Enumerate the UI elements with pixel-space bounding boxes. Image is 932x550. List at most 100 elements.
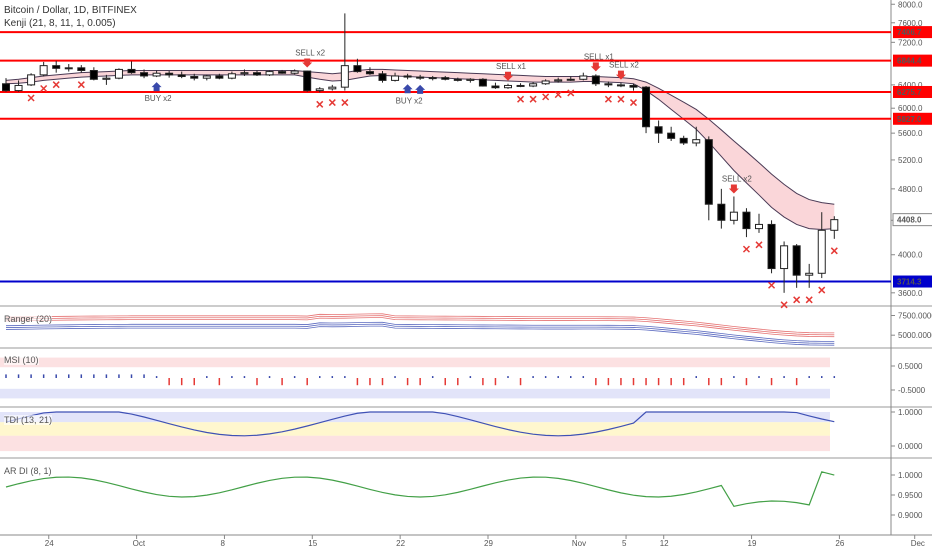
candle-body	[39, 65, 48, 76]
candle-body	[240, 72, 249, 75]
sell-cross-marker	[316, 100, 324, 108]
current-price-label: 4408.0	[897, 216, 922, 225]
candle-body	[767, 223, 776, 270]
candle-body	[391, 75, 400, 81]
candle-body	[215, 75, 224, 79]
level-label-1: 6844.4	[897, 57, 922, 66]
msi-upper-zone	[0, 357, 830, 368]
candle-body	[102, 77, 111, 80]
candle-body	[303, 70, 312, 92]
sell-arrow-marker	[503, 71, 513, 81]
current-price-box	[892, 213, 932, 227]
sell-cross-marker	[768, 281, 776, 289]
level-box-5	[893, 275, 932, 288]
buy-signal-label: BUY x2	[396, 96, 424, 105]
sell-arrow-marker	[590, 62, 601, 72]
candle-body	[265, 71, 274, 76]
candle-body	[679, 137, 688, 144]
sell-cross-marker	[40, 84, 48, 93]
candle-body	[466, 78, 475, 81]
sell-cross-marker	[818, 286, 826, 294]
candle-body	[817, 229, 826, 274]
candle-body	[616, 84, 625, 87]
sell-arrow-marker	[615, 70, 626, 80]
candle-body	[315, 88, 324, 92]
candle-body	[566, 78, 575, 81]
time-tick-label: Oct	[133, 539, 146, 548]
level-label-0: 7406.7	[897, 28, 922, 37]
candle-body	[227, 73, 236, 79]
candle-body	[52, 65, 61, 69]
sell-cross-marker	[567, 89, 575, 97]
sell-cross-marker	[554, 91, 562, 99]
time-tick-label: 15	[308, 539, 317, 548]
sell-cross-marker	[742, 245, 750, 253]
buy-arrow-marker	[415, 84, 426, 94]
sell-cross-marker	[805, 296, 813, 304]
indicator-tick-label: 5000.0000	[898, 331, 932, 340]
time-tick-label: 19	[748, 539, 757, 548]
candle-body	[127, 68, 136, 74]
indicator-tick-label: 0.9500	[898, 491, 923, 500]
sell-signal-label: SELL x1	[496, 62, 526, 71]
candle-body	[77, 67, 86, 72]
level-label-3: 5827.0	[897, 115, 922, 124]
indicator-tick-label: -0.5000	[898, 386, 926, 395]
candle-body	[378, 73, 387, 81]
time-tick-label: 5	[622, 539, 627, 548]
ranger-line	[5, 313, 835, 334]
sell-signal-label: SELL x2	[722, 174, 752, 183]
time-tick-label: 24	[45, 539, 54, 548]
candle-body	[441, 77, 450, 80]
candle-body	[340, 65, 349, 88]
sell-cross-marker	[780, 301, 788, 309]
level-box-3	[893, 112, 932, 125]
price-tick-label: 6400.0	[898, 81, 923, 90]
candle-body	[165, 72, 174, 76]
ranger-line	[5, 315, 835, 336]
candle-body	[365, 71, 374, 75]
candle-body	[541, 80, 550, 85]
candle-body	[729, 211, 738, 221]
level-box-1	[893, 54, 932, 67]
candle-body	[755, 223, 763, 230]
candle-body	[202, 75, 211, 79]
chart-title: Bitcoin / Dollar, 1D, BITFINEX	[4, 5, 137, 16]
candle-body	[114, 68, 123, 79]
indicator-title: Kenji (21, 8, 11, 1, 0.005)	[4, 18, 116, 29]
indicator-tick-label: 0.0000	[898, 442, 923, 451]
price-tick-label: 7200.0	[898, 38, 923, 47]
sell-cross-marker	[617, 95, 625, 103]
tdi-middle-zone	[0, 422, 830, 436]
candle-body	[704, 139, 713, 205]
sell-cross-marker	[52, 81, 60, 89]
buy-arrow-marker	[402, 84, 413, 94]
level-box-2	[893, 85, 932, 98]
candle-body	[529, 83, 538, 87]
sell-arrow-marker	[302, 58, 313, 68]
sell-cross-marker	[517, 95, 525, 103]
candle-body	[478, 78, 487, 87]
candle-body	[140, 72, 149, 77]
time-tick-label: 29	[484, 539, 493, 548]
candle-body	[491, 85, 500, 89]
ardi-panel-title: AR DI (8, 1)	[4, 466, 52, 476]
candle-body	[89, 70, 98, 80]
candle-body	[792, 245, 801, 276]
candle-body	[742, 211, 751, 230]
time-tick-label: 22	[396, 539, 405, 548]
price-tick-label: 6000.0	[898, 104, 923, 113]
price-tick-label: 5600.0	[898, 129, 923, 138]
sell-signal-label: SELL x2	[609, 61, 639, 70]
candle-body	[516, 84, 525, 87]
candle-body	[353, 65, 362, 73]
tdi-upper-zone	[0, 412, 830, 423]
price-tick-label: 5200.0	[898, 156, 923, 165]
sell-cross-marker	[629, 99, 638, 107]
candle-body	[654, 126, 663, 134]
sell-cross-marker	[542, 93, 550, 101]
msi-panel-title: MSI (10)	[4, 355, 39, 365]
sell-cross-marker	[755, 241, 763, 249]
candle-body	[290, 70, 299, 74]
